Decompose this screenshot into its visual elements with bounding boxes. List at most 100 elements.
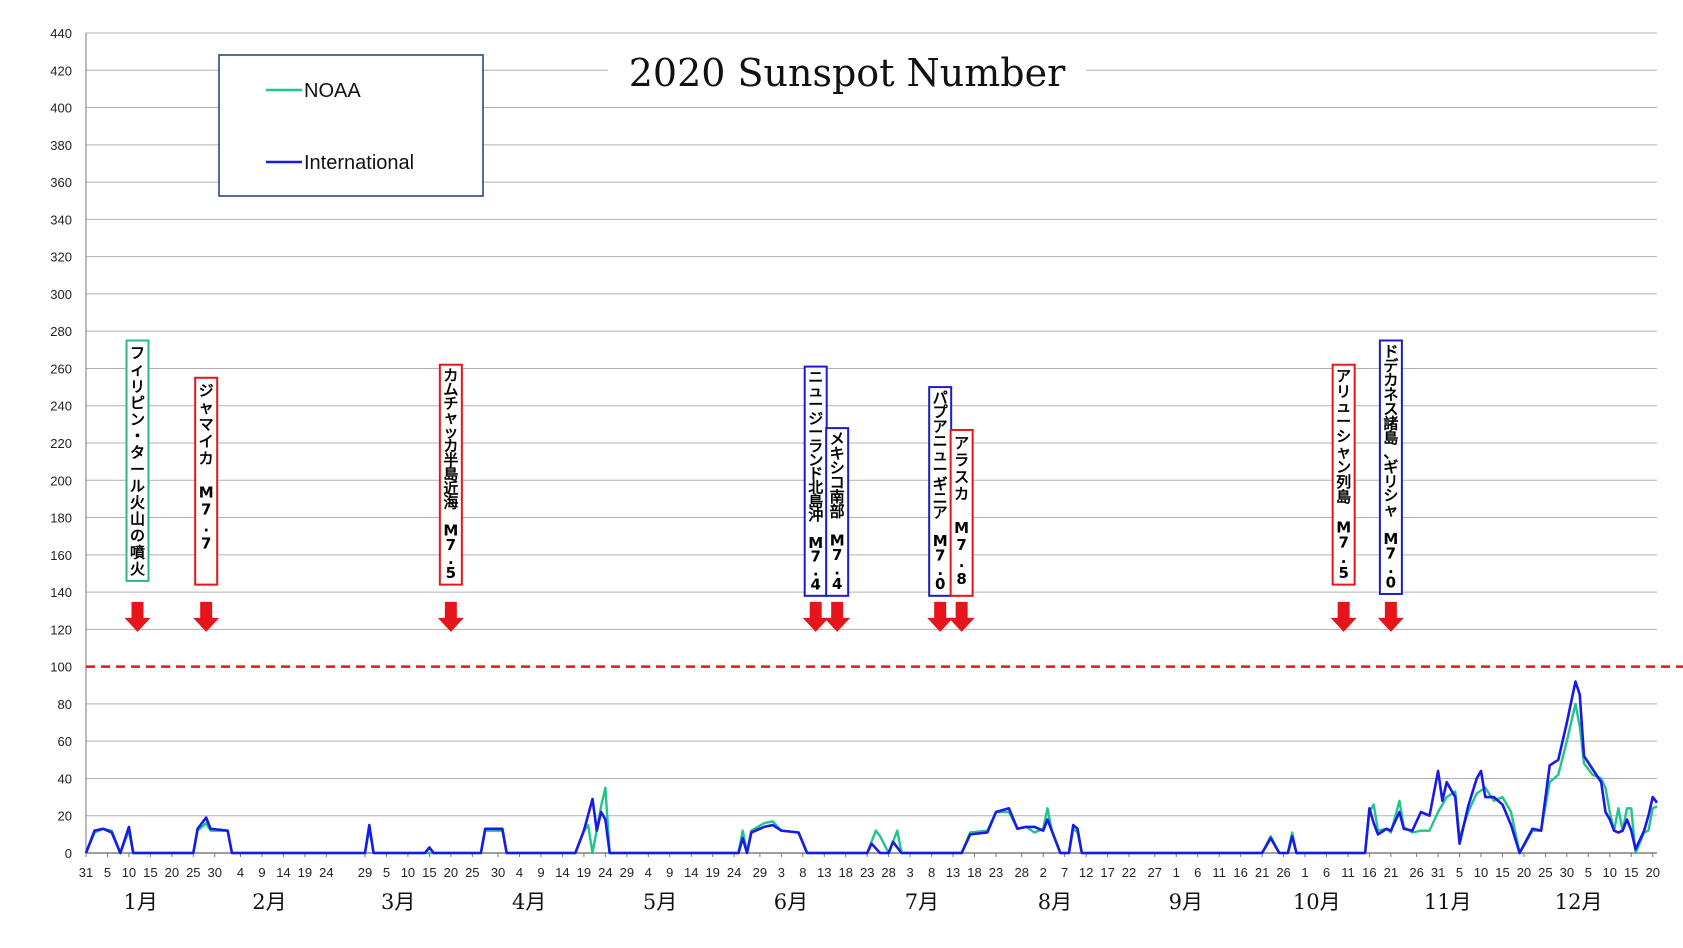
annotation-char: M — [443, 522, 458, 540]
x-tick-label: 5 — [1585, 865, 1592, 880]
annotation-box — [825, 427, 850, 597]
annotation-char: プ — [933, 403, 949, 421]
x-tick-label: 30 — [1560, 865, 1574, 880]
month-label: 7月 — [905, 890, 939, 914]
annotation-char: 7 — [201, 501, 211, 519]
x-tick-label: 24 — [598, 865, 612, 880]
annotation-char: デ — [1383, 357, 1399, 375]
month-label: 3月 — [381, 890, 415, 914]
month-label: 2月 — [252, 890, 286, 914]
annotation-char: 7 — [1338, 534, 1348, 552]
y-tick-label: 260 — [50, 361, 72, 376]
annotation-char: イ — [199, 433, 214, 451]
annotation-char: 火 — [130, 494, 146, 512]
annotation-char: M — [954, 519, 969, 537]
x-tick-label: 16 — [1362, 865, 1376, 880]
annotation-char: ニ — [933, 432, 948, 450]
annotation-char: ー — [808, 423, 823, 441]
x-tick-label: 10 — [1474, 865, 1488, 880]
annotation-char: 島 — [808, 492, 823, 510]
x-tick-label: 16 — [1233, 865, 1247, 880]
y-tick-label: 60 — [58, 734, 72, 749]
annotation-char: カ — [954, 485, 969, 503]
annotation-char: 7 — [810, 548, 820, 566]
y-tick-label: 280 — [50, 324, 72, 339]
annotation-char: ラ — [808, 437, 823, 455]
annotation-char: 南 — [830, 488, 845, 506]
annotation-char: ラ — [954, 451, 969, 469]
annotation-char: ィ — [130, 361, 145, 379]
annotation-char: チ — [443, 395, 458, 413]
x-tick-label: 28 — [1014, 865, 1028, 880]
x-tick-label: 28 — [881, 865, 895, 880]
series-line-international — [84, 680, 1659, 855]
y-tick-label: 340 — [50, 212, 72, 227]
annotation-char: 7 — [446, 536, 456, 554]
x-tick-label: 29 — [753, 865, 767, 880]
annotation-char: 島 — [443, 465, 458, 483]
annotation-char: ャ — [1336, 443, 1351, 461]
x-tick-label: 4 — [516, 865, 523, 880]
y-tick-label: 400 — [50, 101, 72, 116]
x-tick-label: 8 — [799, 865, 806, 880]
chart-title: 2020 Sunspot Number — [629, 51, 1066, 95]
y-tick-label: 300 — [50, 287, 72, 302]
x-tick-label: 23 — [989, 865, 1003, 880]
x-tick-label: 26 — [1409, 865, 1423, 880]
annotation-char: シ — [1336, 428, 1351, 446]
y-tick-label: 0 — [65, 846, 72, 861]
annotation-char: ス — [1383, 400, 1398, 418]
y-tick-label: 420 — [50, 63, 72, 78]
legend-label-international: International — [304, 152, 414, 174]
x-tick-label: 24 — [319, 865, 333, 880]
y-tick-label: 140 — [50, 585, 72, 600]
x-tick-label: 25 — [465, 865, 479, 880]
annotation-char: リ — [1336, 382, 1351, 400]
annotation-char: ー — [1336, 413, 1351, 431]
x-tick-label: 4 — [645, 865, 652, 880]
annotation-char: . — [1388, 559, 1394, 577]
x-tick-label: 15 — [1495, 865, 1509, 880]
annotation-char: 半 — [443, 451, 458, 469]
x-tick-label: 3 — [778, 865, 785, 880]
annotation-char: ス — [954, 468, 969, 486]
month-label: 10月 — [1293, 890, 1341, 914]
annotation-char: ・ — [130, 427, 145, 445]
annotation-char: ン — [130, 411, 145, 429]
annotation-char: 噴 — [130, 543, 145, 561]
x-tick-label: 3 — [907, 865, 914, 880]
annotation-char: 、 — [1383, 443, 1398, 461]
y-tick-label: 200 — [50, 473, 72, 488]
x-axis-ticks: 31 5 10 15 20 25 30 4 9 14 19 24 29 5 10 15 20 25 30 4 9 14 19… — [79, 853, 1660, 880]
x-tick-label: 9 — [666, 865, 673, 880]
annotation-char: ャ — [443, 409, 458, 427]
x-tick-label: 15 — [1624, 865, 1638, 880]
annotation-char: . — [959, 553, 965, 571]
x-tick-label: 26 — [1276, 865, 1290, 880]
annotation-char: 火 — [130, 560, 146, 578]
annotation-char: 海 — [443, 493, 458, 511]
x-tick-label: 5 — [104, 865, 111, 880]
x-tick-label: 25 — [186, 865, 200, 880]
x-tick-label: 4 — [237, 865, 244, 880]
annotation-char: ギ — [1383, 458, 1398, 476]
month-label: 6月 — [774, 890, 808, 914]
x-tick-label: 2 — [1040, 865, 1047, 880]
x-tick-label: 8 — [928, 865, 935, 880]
x-tick-label: 12 — [1079, 865, 1093, 880]
x-tick-label: 20 — [1645, 865, 1659, 880]
x-tick-label: 6 — [1194, 865, 1201, 880]
annotation-char: ア — [954, 434, 969, 452]
y-tick-label: 360 — [50, 175, 72, 190]
annotation-char: . — [813, 562, 819, 580]
annotation-char: M — [808, 534, 823, 552]
legend-label-noaa: NOAA — [304, 80, 361, 102]
month-label: 8月 — [1038, 890, 1072, 914]
annotation-char: ピ — [130, 394, 145, 412]
annotation-arrow — [824, 601, 851, 632]
y-tick-label: 100 — [50, 660, 72, 675]
